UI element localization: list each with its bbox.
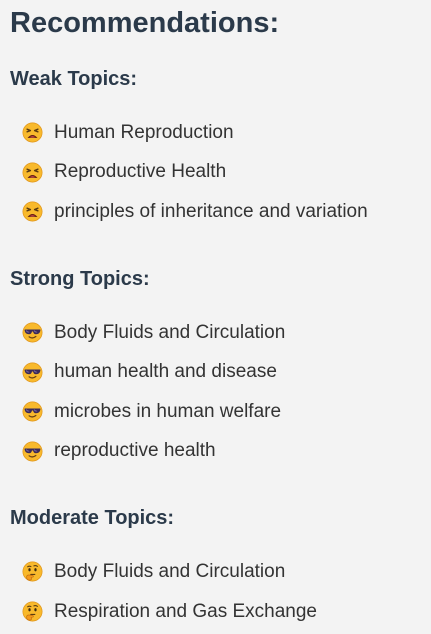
- thinking-face-icon: [22, 561, 43, 582]
- moderate-topics-list: Body Fluids and Circulation Respiration …: [10, 552, 425, 631]
- sunglasses-face-icon: [22, 362, 43, 383]
- topic-label: Body Fluids and Circulation: [54, 560, 286, 582]
- topic-label: Body Fluids and Circulation: [54, 321, 286, 343]
- list-item: reproductive health: [22, 432, 425, 472]
- list-item: Respiration and Gas Exchange: [22, 592, 425, 632]
- tired-face-icon: [22, 122, 43, 143]
- weak-topics-list: Human Reproduction Reproductive Health p…: [10, 113, 425, 232]
- topic-label: principles of inheritance and variation: [54, 200, 368, 222]
- list-item: human health and disease: [22, 352, 425, 392]
- list-item: principles of inheritance and variation: [22, 192, 425, 232]
- list-item: microbes in human welfare: [22, 392, 425, 432]
- topic-label: reproductive health: [54, 440, 216, 462]
- recommendations-panel: Recommendations: Weak Topics: Human Repr…: [10, 0, 425, 631]
- topic-label: Reproductive Health: [54, 161, 227, 183]
- sunglasses-face-icon: [22, 322, 43, 343]
- sunglasses-face-icon: [22, 441, 43, 462]
- tired-face-icon: [22, 201, 43, 222]
- strong-topics-list: Body Fluids and Circulation human health…: [10, 313, 425, 471]
- topic-label: human health and disease: [54, 361, 277, 383]
- strong-topics-heading: Strong Topics:: [10, 267, 150, 290]
- weak-topics-heading: Weak Topics:: [10, 68, 138, 90]
- list-item: Reproductive Health: [22, 153, 425, 193]
- moderate-topics-heading: Moderate Topics:: [10, 507, 175, 530]
- list-item: Body Fluids and Circulation: [22, 313, 425, 353]
- topic-label: Respiration and Gas Exchange: [54, 600, 317, 622]
- topic-label: microbes in human welfare: [54, 400, 282, 422]
- tired-face-icon: [22, 162, 43, 183]
- thinking-face-icon: [22, 601, 43, 622]
- topic-label: Human Reproduction: [54, 121, 234, 143]
- list-item: Body Fluids and Circulation: [22, 552, 425, 592]
- page-title: Recommendations:: [10, 7, 280, 39]
- list-item: Human Reproduction: [22, 113, 425, 153]
- sunglasses-face-icon: [22, 401, 43, 422]
